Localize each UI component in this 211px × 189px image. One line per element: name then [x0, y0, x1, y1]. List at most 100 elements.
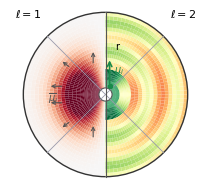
Wedge shape — [51, 80, 55, 84]
Wedge shape — [128, 57, 132, 62]
Wedge shape — [146, 88, 150, 90]
Wedge shape — [176, 87, 180, 91]
Wedge shape — [72, 149, 77, 154]
Wedge shape — [103, 143, 106, 146]
Wedge shape — [114, 86, 117, 88]
Wedge shape — [85, 78, 89, 82]
Wedge shape — [93, 99, 96, 101]
Wedge shape — [106, 158, 109, 162]
Wedge shape — [74, 74, 78, 78]
Wedge shape — [127, 35, 131, 40]
Wedge shape — [58, 87, 62, 90]
Wedge shape — [126, 85, 130, 88]
Wedge shape — [120, 127, 124, 132]
Wedge shape — [30, 57, 36, 63]
Wedge shape — [115, 28, 119, 33]
Wedge shape — [112, 79, 115, 83]
Wedge shape — [58, 101, 62, 105]
Wedge shape — [178, 110, 182, 115]
Wedge shape — [134, 132, 138, 136]
Wedge shape — [104, 65, 106, 69]
Wedge shape — [108, 35, 112, 39]
Wedge shape — [101, 120, 103, 124]
Wedge shape — [161, 42, 166, 48]
Wedge shape — [39, 98, 43, 101]
Wedge shape — [127, 24, 132, 28]
Wedge shape — [54, 102, 58, 105]
Wedge shape — [81, 66, 85, 70]
Wedge shape — [118, 106, 122, 110]
Wedge shape — [66, 43, 70, 48]
Wedge shape — [88, 13, 93, 18]
Wedge shape — [151, 155, 157, 161]
Wedge shape — [152, 122, 157, 127]
Wedge shape — [42, 98, 46, 101]
Wedge shape — [124, 22, 128, 27]
Wedge shape — [56, 60, 60, 64]
Wedge shape — [168, 84, 172, 88]
Wedge shape — [96, 110, 98, 114]
Wedge shape — [139, 127, 144, 131]
Wedge shape — [68, 117, 73, 121]
Wedge shape — [101, 16, 106, 20]
Wedge shape — [161, 88, 165, 92]
Wedge shape — [64, 77, 68, 80]
Wedge shape — [71, 130, 75, 135]
Wedge shape — [31, 83, 35, 87]
Wedge shape — [143, 50, 147, 55]
Wedge shape — [66, 121, 71, 125]
Wedge shape — [67, 115, 72, 119]
Wedge shape — [122, 58, 126, 63]
Wedge shape — [99, 150, 103, 154]
Wedge shape — [96, 97, 100, 99]
Wedge shape — [160, 61, 165, 66]
Wedge shape — [104, 116, 106, 120]
Wedge shape — [41, 74, 45, 78]
Wedge shape — [46, 69, 51, 73]
Wedge shape — [85, 42, 89, 46]
Wedge shape — [29, 74, 33, 79]
Wedge shape — [84, 158, 88, 163]
Wedge shape — [110, 82, 112, 85]
Wedge shape — [95, 95, 99, 96]
Wedge shape — [92, 83, 95, 86]
Wedge shape — [106, 165, 110, 169]
Wedge shape — [119, 99, 123, 101]
Wedge shape — [110, 12, 114, 16]
Wedge shape — [109, 20, 113, 24]
Wedge shape — [109, 165, 113, 169]
Wedge shape — [134, 88, 138, 90]
Wedge shape — [72, 108, 76, 111]
Wedge shape — [100, 85, 103, 89]
Wedge shape — [51, 124, 56, 129]
Wedge shape — [145, 160, 150, 166]
Wedge shape — [85, 18, 90, 22]
Wedge shape — [31, 98, 35, 102]
Wedge shape — [162, 120, 167, 125]
Wedge shape — [167, 57, 172, 62]
Wedge shape — [124, 125, 128, 130]
Wedge shape — [149, 73, 154, 77]
Wedge shape — [169, 73, 174, 77]
Wedge shape — [122, 42, 126, 46]
Wedge shape — [138, 62, 143, 67]
Wedge shape — [88, 115, 92, 119]
Wedge shape — [113, 43, 116, 47]
Wedge shape — [171, 105, 176, 109]
Wedge shape — [121, 18, 126, 22]
Wedge shape — [126, 99, 130, 101]
Wedge shape — [47, 139, 53, 144]
Wedge shape — [113, 130, 116, 134]
Wedge shape — [70, 81, 75, 84]
Wedge shape — [57, 57, 62, 62]
Wedge shape — [132, 106, 136, 109]
Wedge shape — [156, 147, 161, 153]
Wedge shape — [116, 92, 120, 93]
Wedge shape — [151, 28, 157, 34]
Wedge shape — [107, 81, 108, 84]
Wedge shape — [80, 169, 85, 174]
Wedge shape — [83, 162, 87, 167]
Wedge shape — [85, 143, 89, 147]
Wedge shape — [132, 112, 136, 116]
Wedge shape — [67, 127, 72, 131]
